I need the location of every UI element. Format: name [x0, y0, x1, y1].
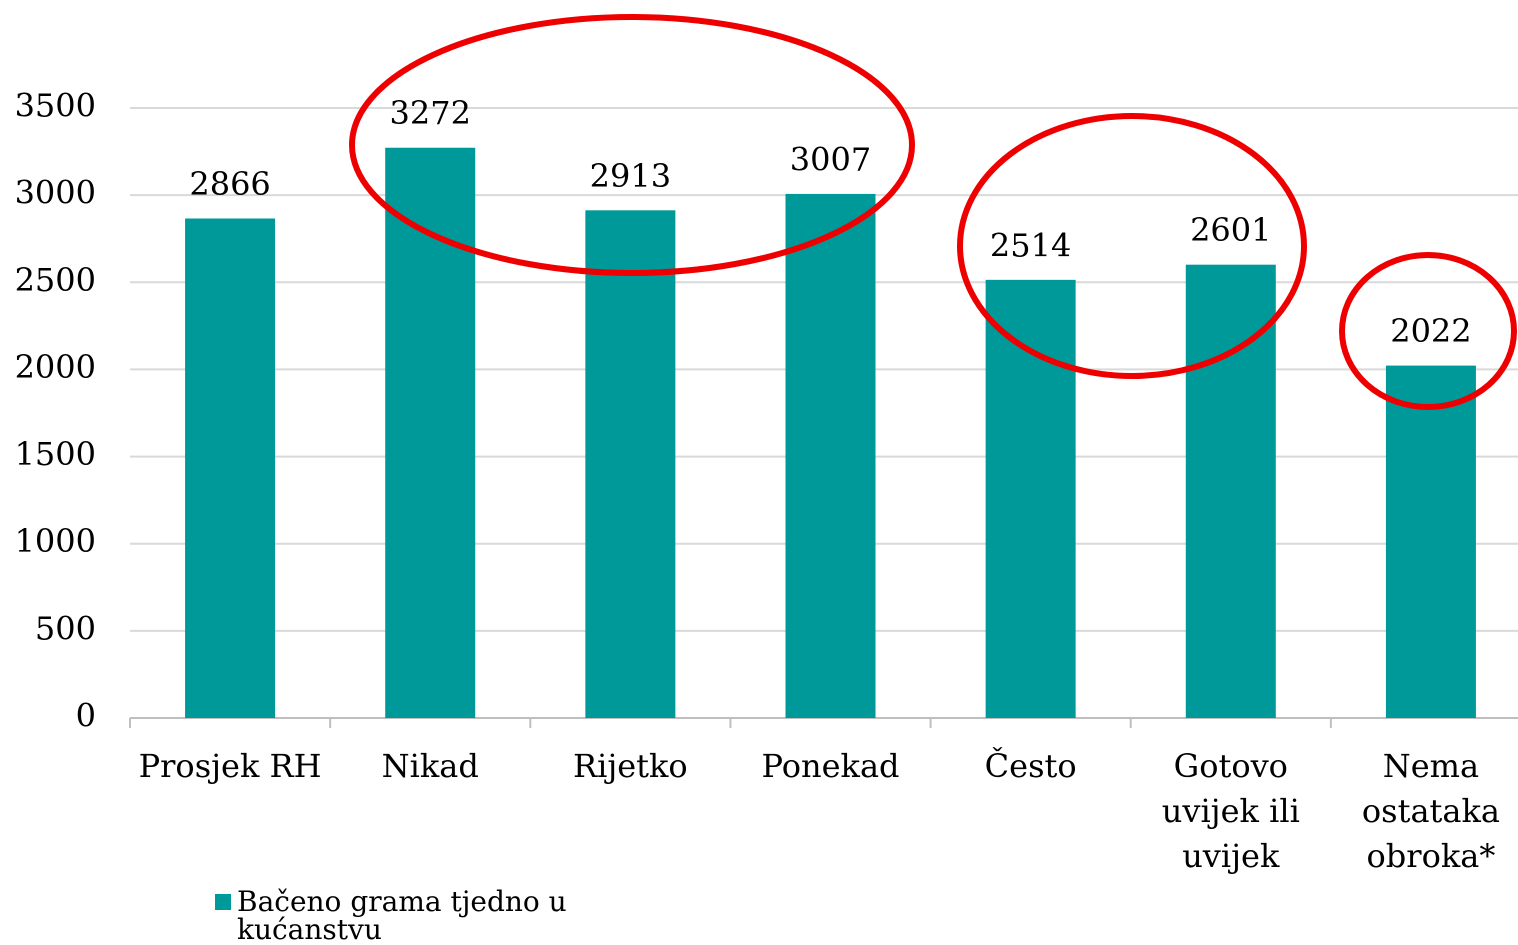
- data-label: 2601: [1190, 211, 1271, 249]
- x-tick-label: Nema ostataka obroka*: [1361, 747, 1500, 875]
- highlight-ellipse: [957, 113, 1307, 379]
- data-label: 3007: [790, 140, 871, 178]
- bar: [985, 279, 1076, 718]
- bar: [185, 218, 276, 719]
- bar: [1185, 264, 1276, 718]
- x-tick-label: Nikad: [381, 747, 479, 785]
- y-tick-label: 3500: [15, 87, 96, 125]
- legend-swatch: [215, 894, 231, 910]
- y-tick-label: 3000: [15, 174, 96, 212]
- x-tick-label: Prosjek RH: [138, 747, 322, 785]
- data-label: 2866: [189, 165, 270, 203]
- y-tick-label: 2000: [15, 348, 96, 386]
- x-tick-label: Ponekad: [761, 747, 900, 785]
- data-label: 2022: [1390, 312, 1471, 350]
- x-tick-label: Gotovo uvijek ili uvijek: [1161, 747, 1300, 875]
- x-tick-label: Rijetko: [572, 747, 688, 785]
- legend-label: Bačeno grama tjedno u kućanstvu: [237, 885, 567, 945]
- annotations: [349, 14, 1517, 410]
- data-label: 2913: [590, 157, 671, 195]
- x-tick-label: Često: [984, 747, 1077, 785]
- highlight-ellipse: [349, 14, 915, 276]
- bar: [585, 210, 676, 718]
- bars: 2866 3272 2913 3007 2514 2601 2022: [185, 94, 1476, 719]
- data-label: 2514: [990, 226, 1071, 264]
- bar: [1385, 365, 1476, 718]
- bar: [785, 193, 876, 718]
- y-tick-label: 1000: [15, 522, 96, 560]
- y-tick-label: 1500: [15, 435, 96, 473]
- highlight-ellipse: [1339, 252, 1517, 410]
- y-tick-label: 2500: [15, 261, 96, 299]
- data-label: 3272: [389, 94, 470, 132]
- bar: [385, 147, 476, 719]
- y-tick-label: 500: [35, 609, 96, 647]
- y-tick-label: 0: [76, 697, 96, 735]
- legend: Bačeno grama tjedno u kućanstvu: [215, 888, 595, 944]
